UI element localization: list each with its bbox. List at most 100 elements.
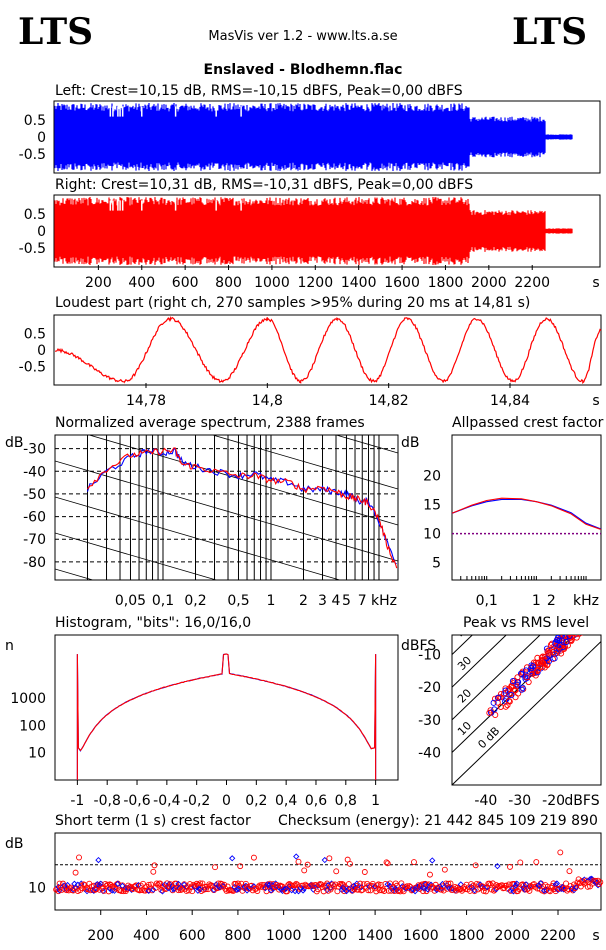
short-term-xtick-label: 2200 [540, 928, 576, 944]
histogram-xtick-label: -0,8 [94, 793, 121, 809]
peak-rms-point [505, 697, 512, 705]
right-waveform-segment-0 [54, 197, 470, 265]
peak-rms-point [551, 655, 558, 662]
peak-rms-point [508, 692, 515, 699]
left-waveform-ytick: -0.5 [19, 147, 46, 163]
histogram-title: Histogram, "bits": 16,0/16,0 [55, 615, 251, 631]
peak-rms-point [556, 646, 563, 653]
peak-rms-ytick: -20 [418, 680, 441, 696]
peak-rms-point [519, 684, 526, 691]
short-term-point-left [233, 886, 240, 893]
short-term-point-right [441, 866, 448, 873]
short-term-point-right [254, 888, 261, 894]
peak-rms-point [504, 702, 511, 709]
spectrum-slope-line [55, 317, 398, 417]
spectrum-ytick: -40 [23, 464, 46, 480]
peak-rms-point [550, 643, 557, 650]
histogram-xtick-label: -0,2 [183, 793, 210, 809]
peak-rms-point [546, 649, 553, 656]
right-waveform-segment-2 [544, 228, 573, 234]
short-term-point-left [424, 886, 431, 893]
spectrum-xtick-label: kHz [371, 593, 397, 609]
loudest-part-xtick-label: 14,78 [126, 393, 166, 409]
peak-rms-point [525, 678, 532, 686]
spectrum-ytick: -30 [23, 442, 46, 458]
loudest-part-ytick: -0.5 [19, 360, 46, 376]
crest-ytick: 20 [423, 469, 441, 485]
short-term-point-right [597, 879, 604, 886]
peak-rms-diagonal [452, 635, 541, 721]
short-term-point-left [234, 885, 242, 892]
short-term-xtick-label: 200 [87, 928, 114, 944]
short-term-point-right [173, 880, 180, 887]
peak-rms-point [576, 635, 583, 637]
spectrum-slope-line [211, 435, 398, 490]
right-waveform-ytick: 0.5 [24, 207, 46, 223]
short-term-point-left [210, 886, 218, 894]
peak-rms-point [545, 650, 552, 657]
short-term-xtick-label: 400 [133, 928, 160, 944]
crest-xtick-label: 0,1 [476, 593, 498, 609]
short-term-point-right [196, 881, 202, 888]
short-term-point-right [557, 849, 564, 856]
histogram-xtick-label: -0,6 [123, 793, 150, 809]
right-waveform-xtick-label: 1800 [428, 275, 464, 291]
peak-rms-point [545, 658, 552, 665]
short-term-point-right [427, 871, 433, 878]
peak-rms-frame [451, 634, 602, 786]
short-term-point-left [301, 885, 308, 892]
short-term-point-right [284, 888, 291, 895]
peak-rms-point [497, 694, 504, 701]
peak-rms-point [502, 687, 509, 694]
histogram-ytick: 1000 [10, 691, 46, 707]
short-term-point-left [229, 855, 236, 862]
peak-rms-point [514, 674, 521, 681]
short-term-point-right [508, 887, 515, 894]
short-term-point-right [336, 880, 343, 887]
spectrum-series-0 [86, 447, 397, 565]
spectrum-slope-line [55, 460, 398, 562]
short-term-point-left [541, 887, 548, 894]
short-term-point-right [150, 868, 157, 875]
short-term-point-right [445, 880, 452, 887]
spectrum-xtick-label: 4 [332, 593, 341, 609]
histogram-series-0 [76, 653, 377, 780]
left-waveform-ytick: 0.5 [24, 113, 46, 129]
histogram-xtick-label: 1 [371, 793, 380, 809]
short-term-point-left [513, 880, 520, 887]
left-waveform-frame [53, 100, 601, 174]
short-term-point-left [114, 880, 122, 887]
short-term-point-right [145, 881, 152, 888]
short-term-point-right [415, 882, 422, 889]
short-term-point-right [212, 864, 219, 871]
spectrum-xtick-label: 0,1 [152, 593, 174, 609]
short-term-ylabel: dB [5, 836, 24, 852]
peak-rms-point [522, 667, 530, 674]
peak-rms-point [568, 635, 575, 637]
peak-rms-point [538, 654, 545, 661]
short-term-point-right [153, 880, 160, 887]
peak-rms-diagonal-label: 20 [455, 687, 474, 706]
peak-rms-point [591, 609, 596, 614]
short-term-frame [54, 832, 602, 911]
short-term-point-left [429, 857, 436, 864]
peak-rms-ylabel: dBFS [401, 638, 436, 654]
short-term-point-left [323, 886, 331, 894]
peak-rms-point [517, 670, 525, 677]
file-title: Enslaved - Blodhemn.flac [204, 62, 403, 78]
spectrum-series-1 [87, 447, 398, 569]
peak-rms-xtick-label: -20 [542, 793, 565, 809]
short-term-point-left [345, 885, 352, 892]
peak-rms-point [561, 635, 568, 638]
left-waveform-ytick: 0 [37, 130, 46, 146]
short-term-point-right [575, 876, 582, 883]
short-term-point-right [489, 880, 496, 887]
peak-rms-point [490, 699, 497, 706]
spectrum-ytick: -60 [23, 510, 46, 526]
peak-rms-point [590, 617, 595, 622]
short-term-point-right [374, 882, 381, 889]
spectrum-xtick-label: 2 [299, 593, 308, 609]
short-term-point-left [512, 882, 519, 889]
peak-rms-point [583, 609, 588, 614]
short-term-point-right [473, 880, 480, 887]
